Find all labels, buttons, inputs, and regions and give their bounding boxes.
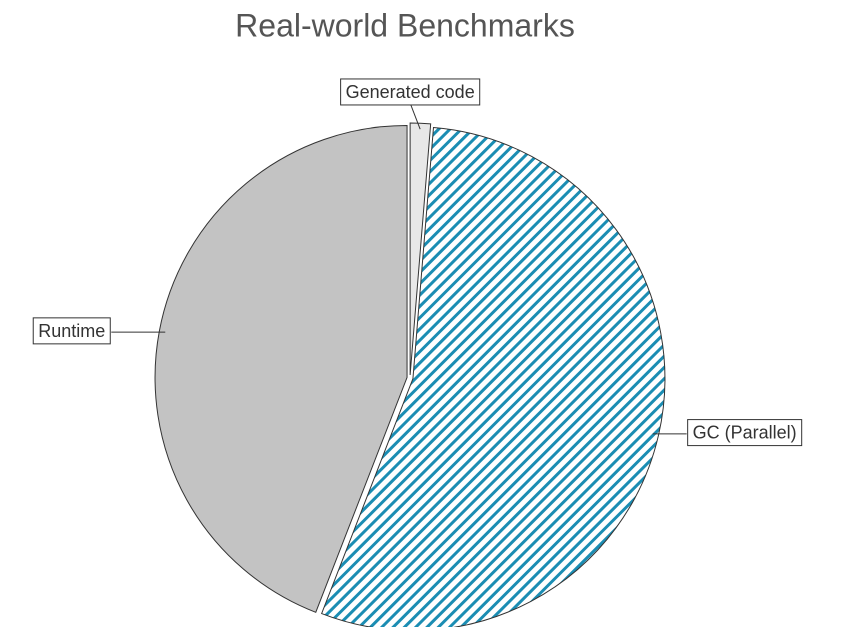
slice-label: Generated code — [346, 82, 475, 102]
chart-title: Real-world Benchmarks — [235, 7, 575, 43]
pie-slice — [409, 122, 432, 376]
slice-label: GC (Parallel) — [693, 423, 797, 443]
label-box — [340, 78, 481, 106]
leader-line — [409, 103, 421, 130]
slice-label: Runtime — [38, 321, 105, 341]
pie-slice — [154, 124, 408, 613]
pie-slice — [320, 126, 666, 627]
label-box — [32, 317, 111, 345]
label-box — [687, 419, 803, 447]
